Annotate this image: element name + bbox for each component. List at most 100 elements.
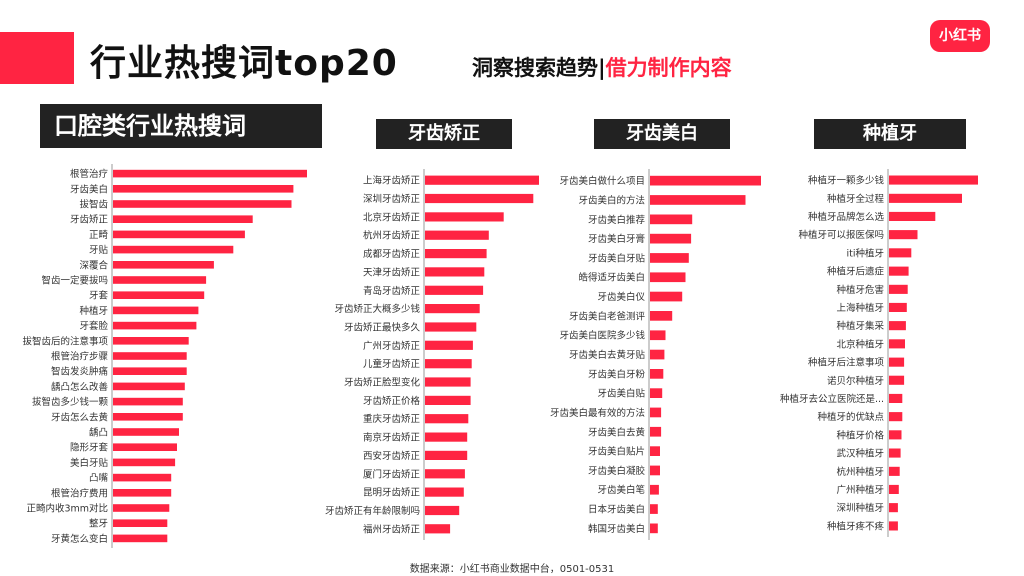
chart-ortho-category-label: 牙齿矫正有年龄限制吗 <box>325 505 420 517</box>
header-accent-block <box>0 32 74 84</box>
chart-implant-bar <box>889 484 899 494</box>
chart-whitening-category-label: 牙齿美白牙膏 <box>588 233 645 245</box>
chart-implant-bar <box>889 248 912 258</box>
chart-implant-bar <box>889 211 936 221</box>
chart-oral-category-label: 牙套 <box>89 290 109 302</box>
chart-implant-category-label: 种植牙去公立医院还是... <box>780 393 884 405</box>
chart-ortho-bar <box>425 249 487 259</box>
chart-implant-bar <box>889 302 907 312</box>
chart-implant-bar <box>889 175 978 185</box>
chart-implant-bar <box>889 393 903 403</box>
chart-ortho-category-label: 昆明牙齿矫正 <box>363 487 421 499</box>
chart-implant-bar <box>889 266 909 276</box>
chart-implant-bar <box>889 430 902 440</box>
chart-oral-bar <box>113 397 183 406</box>
chart-implant-category-label: 广州种植牙 <box>836 484 884 496</box>
chart-ortho: 上海牙齿矫正深圳牙齿矫正北京牙齿矫正杭州牙齿矫正成都牙齿矫正天津牙齿矫正青岛牙齿… <box>325 169 539 540</box>
chart-oral-bar <box>113 200 292 208</box>
chart-implant-category-label: 种植牙可以报医保吗 <box>798 229 884 241</box>
chart-ortho-category-label: 成都牙齿矫正 <box>363 248 421 260</box>
chart-ortho-bar <box>425 450 468 460</box>
chart-implant-category-label: 种植牙的优缺点 <box>817 411 884 423</box>
chart-whitening-category-label: 牙齿美白贴片 <box>588 446 645 458</box>
chart-ortho-bar <box>425 359 472 369</box>
chart-ortho-bar <box>425 193 534 204</box>
chart-oral-bar <box>113 291 205 299</box>
chart-whitening-category-label: 牙齿美白最有效的方法 <box>550 407 645 419</box>
chart-whitening-bar <box>650 446 660 456</box>
chart-oral-bar <box>113 230 245 239</box>
chart-ortho-category-label: 福州牙齿矫正 <box>363 523 421 535</box>
chart-title-whitening: 牙齿美白 <box>594 119 730 149</box>
chart-ortho-bar <box>425 524 451 534</box>
chart-oral-bar <box>113 169 307 178</box>
chart-oral-bar <box>113 458 176 467</box>
chart-whitening-bar <box>650 388 663 398</box>
chart-implant-bar <box>889 375 905 385</box>
chart-implant-category-label: 种植牙一颗多少钱 <box>808 175 885 187</box>
chart-whitening-bar <box>650 369 664 379</box>
chart-ortho-bar <box>425 377 471 387</box>
chart-whitening-category-label: 牙齿美白老爸测评 <box>569 310 646 322</box>
chart-oral-category-label: 拔智齿 <box>79 199 108 211</box>
chart-oral-bar <box>113 534 168 543</box>
chart-whitening-category-label: 牙齿美白仪 <box>597 291 645 303</box>
chart-ortho-bar <box>425 304 480 314</box>
chart-ortho-category-label: 牙齿矫正脸型变化 <box>344 377 421 389</box>
data-source-note: 数据来源：小红书商业数据中台，0501-0531 <box>409 564 615 575</box>
chart-whitening-category-label: 牙齿美白做什么项目 <box>559 175 645 187</box>
chart-whitening-category-label: 皓得适牙齿美白 <box>578 272 645 284</box>
subtitle-separator: | <box>598 56 606 80</box>
chart-oral-category-label: 种植牙 <box>79 305 108 317</box>
chart-whitening: 牙齿美白做什么项目牙齿美白的方法牙齿美白推荐牙齿美白牙膏牙齿美白牙贴皓得适牙齿美… <box>550 169 761 540</box>
chart-whitening-bar <box>650 484 659 495</box>
chart-implant-bar <box>889 193 962 203</box>
chart-oral-bar <box>113 413 183 421</box>
chart-whitening-category-label: 牙齿美白凝胶 <box>588 465 646 477</box>
chart-whitening-bar <box>650 330 666 341</box>
chart-oral-bar <box>113 245 234 254</box>
chart-oral-category-label: 根管治疗费用 <box>51 487 108 499</box>
page-title: 行业热搜词top20 <box>90 43 398 84</box>
chart-ortho-category-label: 上海牙齿矫正 <box>363 175 421 187</box>
chart-implant-bar <box>889 339 905 349</box>
chart-ortho-bar <box>425 340 473 350</box>
chart-implant-bar <box>889 448 901 458</box>
chart-whitening-category-label: 牙齿美白贴 <box>597 388 645 400</box>
chart-oral-category-label: 牙贴 <box>89 244 109 256</box>
chart-oral-category-label: 牙齿矫正 <box>70 214 109 226</box>
chart-oral-category-label: 正畸内收3mm对比 <box>26 503 108 515</box>
chart-implant-category-label: 种植牙集采 <box>836 320 884 332</box>
chart-whitening-bar <box>650 195 746 205</box>
chart-ortho-bar <box>425 395 471 405</box>
chart-whitening-category-label: 日本牙齿美白 <box>588 504 645 516</box>
chart-ortho-category-label: 青岛牙齿矫正 <box>363 285 421 297</box>
chart-implant-category-label: 种植牙后遗症 <box>827 266 885 278</box>
chart-ortho-category-label: 厦门牙齿矫正 <box>363 468 421 480</box>
chart-oral-category-label: 牙齿怎么去黄 <box>51 411 108 423</box>
chart-whitening-bar <box>650 407 662 418</box>
chart-oral-category-label: 龋凸 <box>89 427 108 439</box>
chart-implant-bar <box>889 284 908 294</box>
chart-oral-category-label: 凸嘴 <box>89 473 109 484</box>
chart-implant-bar <box>889 357 905 367</box>
chart-oral-bar <box>113 428 179 436</box>
chart-ortho-bar <box>425 267 485 277</box>
subtitle-part1: 洞察搜索趋势 <box>472 56 598 80</box>
chart-oral-category-label: 牙黄怎么变白 <box>51 533 108 545</box>
chart-whitening-bar <box>650 272 686 283</box>
chart-ortho-category-label: 牙齿矫正价格 <box>363 395 421 407</box>
chart-oral-bar <box>113 261 214 269</box>
chart-ortho-category-label: 牙齿矫正大概多少钱 <box>334 303 420 315</box>
chart-ortho-bar <box>425 322 477 332</box>
chart-ortho-category-label: 北京牙齿矫正 <box>363 211 421 223</box>
chart-implant-category-label: 种植牙后注意事项 <box>808 357 885 369</box>
chart-ortho-bar <box>425 469 465 479</box>
chart-oral-category-label: 美白牙贴 <box>70 457 109 469</box>
chart-oral: 根管治疗牙齿美白拔智齿牙齿矫正正畸牙贴深覆合智齿一定要拔吗牙套种植牙牙套脸拔智齿… <box>22 164 307 548</box>
chart-ortho-category-label: 深圳牙齿矫正 <box>363 193 421 205</box>
chart-implant-category-label: 种植牙全过程 <box>827 193 885 205</box>
chart-whitening-bar <box>650 253 689 263</box>
